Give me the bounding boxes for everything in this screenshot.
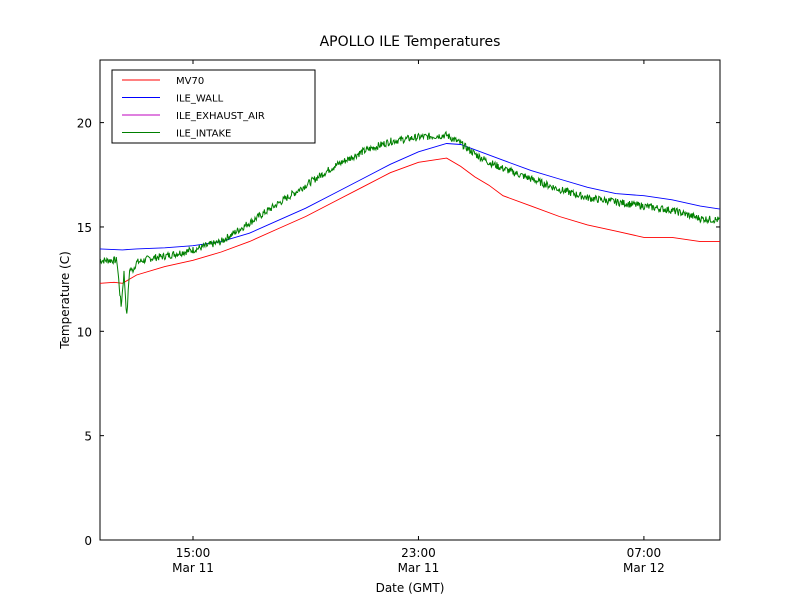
series-line-ile-intake [100,130,720,314]
y-tick-label: 5 [84,430,92,444]
x-tick-time: 23:00 [401,546,436,560]
x-tick-date: Mar 11 [398,561,440,575]
y-tick-label: 10 [77,325,92,339]
y-axis-label: Temperature (C) [58,251,72,350]
y-tick-label: 15 [77,221,92,235]
series-line-ile-wall [100,143,720,251]
x-tick-date: Mar 12 [623,561,665,575]
y-tick-label: 0 [84,534,92,548]
legend-label: MV70 [176,76,204,87]
x-tick-time: 07:00 [627,546,662,560]
legend-label: ILE_INTAKE [176,129,231,140]
chart-title: APOLLO ILE Temperatures [320,34,501,50]
legend-box [111,69,316,144]
legend: MV70 ILE_WALL ILE_EXHAUST_AIR ILE_INTAKE [111,69,316,144]
y-tick-label: 20 [77,117,92,131]
x-axis-label: Date (GMT) [376,581,445,595]
x-tick-time: 15:00 [176,546,211,560]
legend-label: ILE_EXHAUST_AIR [176,111,265,122]
series-line-mv70 [100,157,720,284]
x-tick-date: Mar 11 [172,561,214,575]
legend-label: ILE_WALL [176,94,224,105]
